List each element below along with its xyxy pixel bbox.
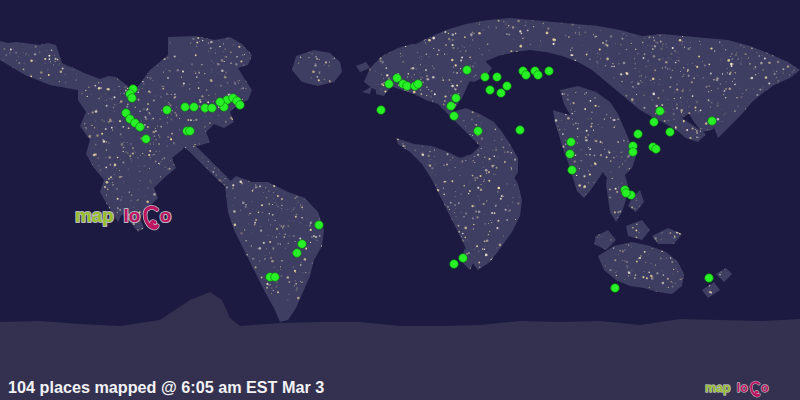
svg-text:104 places mapped @ 6:05 am ES: 104 places mapped @ 6:05 am EST Mar 3 — [8, 378, 324, 396]
